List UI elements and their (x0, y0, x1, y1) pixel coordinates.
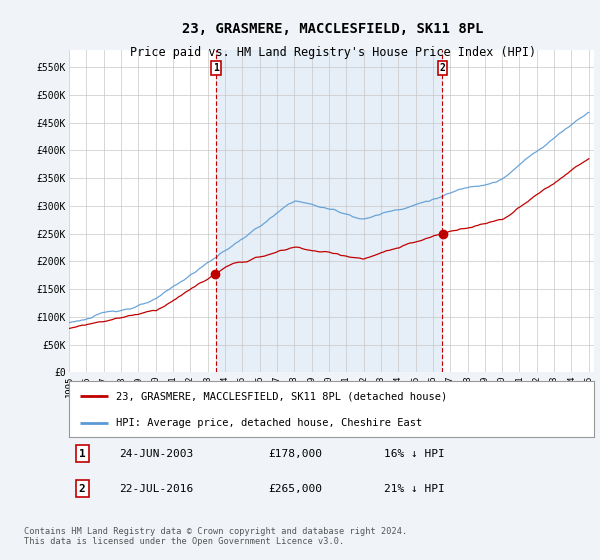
Text: 23, GRASMERE, MACCLESFIELD, SK11 8PL (detached house): 23, GRASMERE, MACCLESFIELD, SK11 8PL (de… (116, 391, 448, 402)
Text: 22-JUL-2016: 22-JUL-2016 (119, 484, 193, 493)
Text: £265,000: £265,000 (269, 484, 323, 493)
Bar (216, 50, 442, 372)
Text: 2: 2 (79, 484, 86, 493)
Text: 24-JUN-2003: 24-JUN-2003 (119, 449, 193, 459)
Text: £178,000: £178,000 (269, 449, 323, 459)
Text: 1: 1 (213, 63, 219, 73)
Text: HPI: Average price, detached house, Cheshire East: HPI: Average price, detached house, Ches… (116, 418, 422, 428)
Text: Price paid vs. HM Land Registry's House Price Index (HPI): Price paid vs. HM Land Registry's House … (130, 46, 536, 59)
Text: 21% ↓ HPI: 21% ↓ HPI (384, 484, 445, 493)
Text: 23, GRASMERE, MACCLESFIELD, SK11 8PL: 23, GRASMERE, MACCLESFIELD, SK11 8PL (182, 22, 484, 36)
Text: 1: 1 (79, 449, 86, 459)
Text: 2: 2 (439, 63, 445, 73)
Text: 16% ↓ HPI: 16% ↓ HPI (384, 449, 445, 459)
Text: Contains HM Land Registry data © Crown copyright and database right 2024.
This d: Contains HM Land Registry data © Crown c… (23, 527, 407, 547)
